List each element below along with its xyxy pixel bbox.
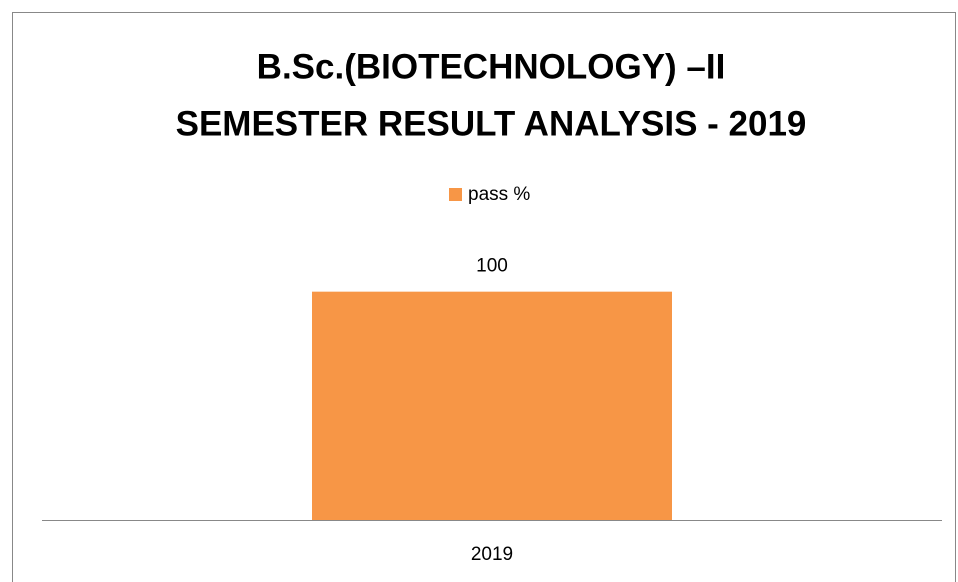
data-label: 100	[476, 256, 508, 277]
chart-title: SEMESTER RESULT ANALYSIS - 2019	[176, 104, 807, 143]
chart-title: B.Sc.(BIOTECHNOLOGY) –II	[257, 47, 726, 86]
legend-label: pass %	[468, 184, 530, 205]
x-tick-label: 2019	[471, 544, 513, 565]
bar	[312, 291, 672, 520]
legend-swatch	[449, 188, 462, 201]
